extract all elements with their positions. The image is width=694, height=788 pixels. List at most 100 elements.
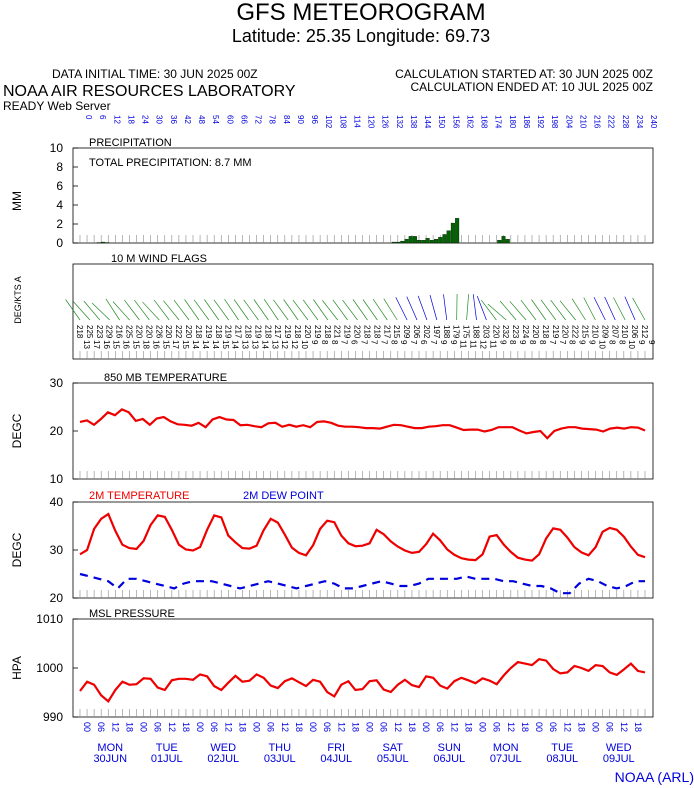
day-name-label: WED xyxy=(210,742,236,754)
wind-speed-label: 9 xyxy=(647,340,656,345)
bottom-hour-label: 00 xyxy=(534,722,544,732)
wind-barb xyxy=(91,302,110,321)
wind-speed-label: 6 xyxy=(419,340,428,345)
wind-speed-label: 7 xyxy=(340,340,349,345)
wind-direction-label: 218 xyxy=(293,325,302,339)
day-name-label: SUN xyxy=(438,742,461,754)
top-hour-label: 150 xyxy=(437,115,446,129)
wind-speed-label: 7 xyxy=(379,340,388,345)
wind-speed-label: 8 xyxy=(538,340,547,345)
wind-speed-label: 7 xyxy=(548,340,557,345)
wind-direction-label: 217 xyxy=(273,325,282,339)
bottom-hour-label: 00 xyxy=(139,722,149,732)
wind-direction-label: 219 xyxy=(204,325,213,339)
wind-direction-label: 224 xyxy=(521,325,530,339)
wind-barb xyxy=(472,294,477,321)
top-hour-label: 228 xyxy=(621,115,630,129)
precip-panel-frame xyxy=(72,147,654,244)
bottom-hour-label: 06 xyxy=(153,722,163,732)
top-hour-label: 126 xyxy=(381,115,390,129)
wind-direction-label: 218 xyxy=(541,325,550,339)
data-initial-time: DATA INITIAL TIME: 30 JUN 2025 00Z xyxy=(52,67,258,81)
bottom-hour-label: 06 xyxy=(492,722,502,732)
y-tick-label: 30 xyxy=(50,543,64,557)
wind-direction-label: 225 xyxy=(125,325,134,339)
wind-barb xyxy=(362,299,378,321)
line-series xyxy=(79,408,646,703)
wind-direction-label: 220 xyxy=(561,325,570,339)
wind-speed-label: 14 xyxy=(260,340,269,349)
wind-speed-label: 15 xyxy=(112,340,121,349)
bottom-hour-label: 12 xyxy=(449,722,459,732)
wind-barb xyxy=(509,301,527,321)
bottom-hour-label: 06 xyxy=(605,722,615,732)
wind-speed-label: 9 xyxy=(637,340,646,345)
top-hour-label: 234 xyxy=(635,115,644,129)
wind-speed-label: 9 xyxy=(578,340,587,345)
wind-speed-label: 7 xyxy=(429,340,438,345)
y-tick-label: 6 xyxy=(56,179,63,193)
mslp-title: MSL PRESSURE xyxy=(89,608,175,620)
day-name-label: TUE xyxy=(551,742,573,754)
wind-barb xyxy=(520,299,537,321)
bottom-hour-label: 12 xyxy=(110,722,120,732)
bottom-hour-label: 12 xyxy=(506,722,516,732)
wind-barb xyxy=(531,299,547,321)
wind-speed-label: 13 xyxy=(270,340,279,349)
top-hour-label: 180 xyxy=(508,115,517,129)
top-hour-label: 138 xyxy=(409,115,418,129)
wind-direction-label: 218 xyxy=(194,325,203,339)
wind-speed-label: 9 xyxy=(310,340,319,345)
t850-ylabel: DEGC xyxy=(10,413,24,448)
wind-speed-label: 15 xyxy=(161,340,170,349)
top-hour-label: 108 xyxy=(338,115,347,129)
bottom-hour-label: 12 xyxy=(223,722,233,732)
day-date-label: 30JUN xyxy=(93,753,127,765)
wind-speed-label: 12 xyxy=(280,340,289,349)
wind-direction-label: 210 xyxy=(620,325,629,339)
wind-speed-label: 17 xyxy=(171,340,180,349)
wind-barb xyxy=(540,299,557,321)
wind-direction-label: 218 xyxy=(372,325,381,339)
wind-speed-label: 11 xyxy=(459,340,468,349)
wind-barb xyxy=(112,301,130,321)
top-hour-label: 54 xyxy=(211,115,220,124)
wind-barb xyxy=(283,299,299,321)
top-hour-label: 174 xyxy=(494,115,503,129)
day-name-label: THU xyxy=(268,742,291,754)
y-tick-label: 40 xyxy=(50,495,64,509)
wind-barb xyxy=(204,299,220,321)
bottom-hour-label: 06 xyxy=(322,722,332,732)
noaa-credit: NOAA (ARL) xyxy=(615,769,694,785)
t850-title: 850 MB TEMPERATURE xyxy=(104,372,227,384)
wind-speed-label: 10 xyxy=(300,340,309,349)
wind-barb xyxy=(632,297,646,321)
day-date-label: 01JUL xyxy=(151,753,183,765)
wind-direction-label: 222 xyxy=(571,325,580,339)
location-subtitle: Latitude: 25.35 Longitude: 69.73 xyxy=(232,26,490,46)
top-hour-label: 48 xyxy=(197,115,206,124)
day-name-label: FRI xyxy=(327,742,345,754)
y-tick-label: 10 xyxy=(50,141,64,155)
wind-barb xyxy=(332,299,348,321)
wind-direction-label: 219 xyxy=(343,325,352,339)
day-date-label: 04JUL xyxy=(320,753,352,765)
precip-bar xyxy=(442,234,447,244)
top-hour-label: 66 xyxy=(239,115,248,124)
wind-barb xyxy=(153,299,170,321)
precip-ylabel: MM xyxy=(10,191,24,211)
wind-barb xyxy=(193,299,210,321)
wind-speed-label: 8 xyxy=(528,340,537,345)
series-line xyxy=(79,658,646,703)
series-line xyxy=(79,512,646,562)
wind-speed-label: 6 xyxy=(350,340,359,345)
precip-bar xyxy=(408,236,413,244)
wind-direction-label: 219 xyxy=(283,325,292,339)
bottom-hour-label: 00 xyxy=(82,722,92,732)
wind-flags: 2181322517223162291521616225152201822016… xyxy=(65,293,656,349)
top-hour-label: 90 xyxy=(296,115,305,124)
wind-barb xyxy=(583,297,596,321)
top-hour-label: 186 xyxy=(522,115,531,129)
wind-barb xyxy=(292,299,309,321)
